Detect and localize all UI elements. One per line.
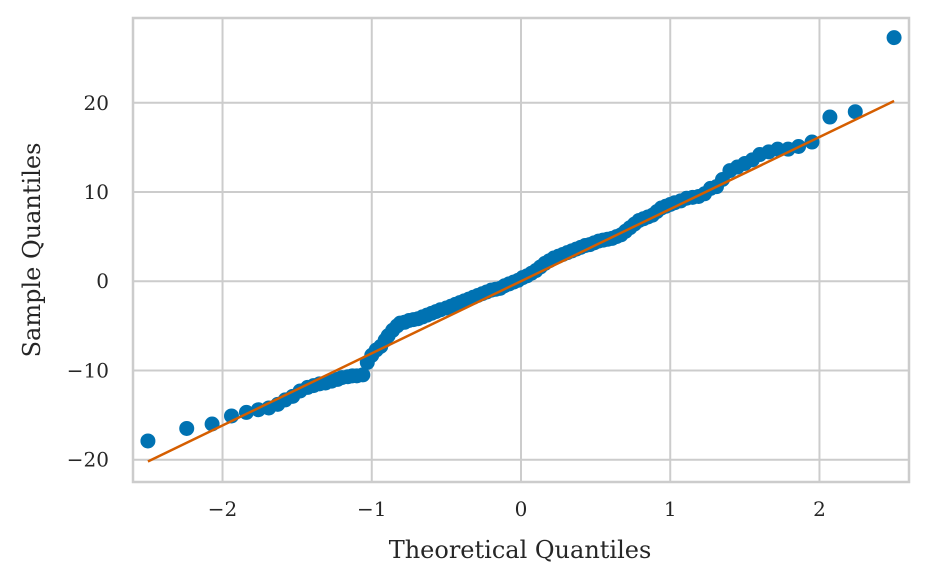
data-point — [886, 30, 902, 46]
y-tick-label: −10 — [67, 358, 109, 382]
y-tick-label: 10 — [84, 180, 109, 204]
x-tick-label: −2 — [208, 497, 237, 521]
data-point — [140, 433, 156, 449]
x-tick-label: 0 — [515, 497, 528, 521]
x-tick-label: −1 — [357, 497, 386, 521]
data-point — [847, 104, 863, 120]
y-axis-ticks: −20 −10 0 10 20 — [67, 91, 109, 472]
data-point — [770, 141, 786, 157]
x-axis-ticks: −2 −1 0 1 2 — [208, 497, 826, 521]
x-tick-label: 1 — [664, 497, 677, 521]
reference-line — [147, 99, 895, 463]
data-point — [822, 109, 838, 125]
y-axis-label: Sample Quantiles — [18, 143, 46, 358]
x-tick-label: 2 — [813, 497, 826, 521]
plot-frame — [131, 16, 911, 484]
plot-border — [131, 16, 911, 484]
y-tick-label: −20 — [67, 448, 109, 472]
reference-line-path — [147, 99, 895, 463]
data-point — [355, 367, 371, 383]
y-tick-label: 0 — [96, 269, 109, 293]
grid-lines — [133, 18, 909, 482]
y-tick-label: 20 — [84, 91, 109, 115]
data-point — [179, 420, 195, 436]
x-axis-label: Theoretical Quantiles — [389, 536, 652, 564]
